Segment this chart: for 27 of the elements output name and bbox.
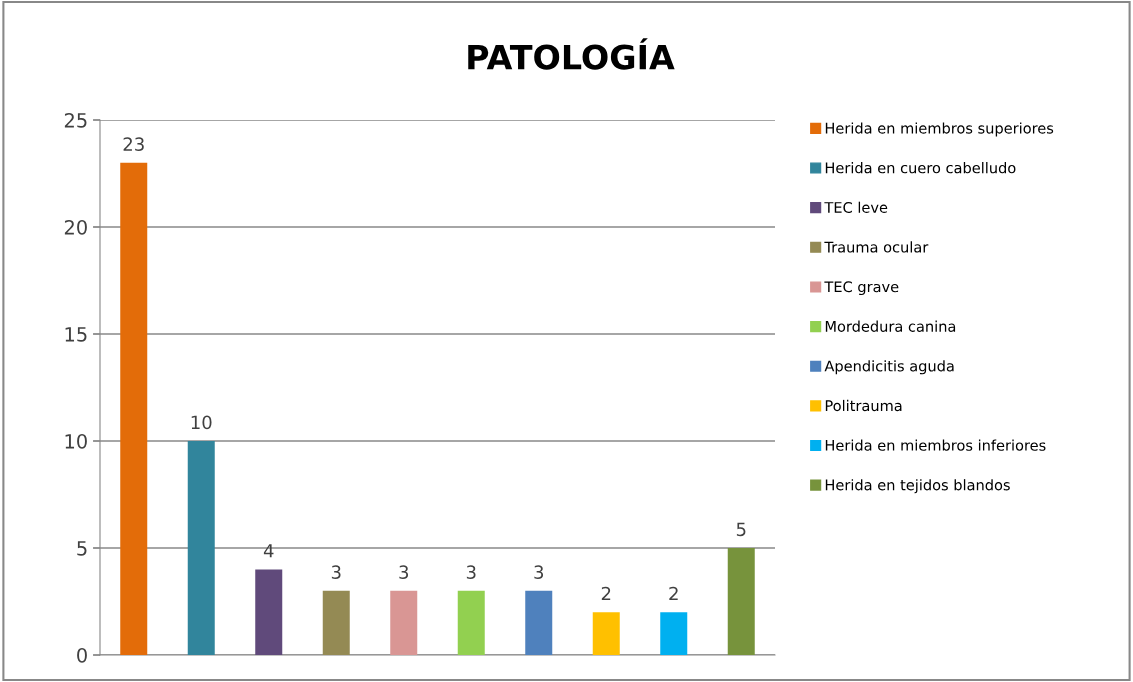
legend-label: Herida en miembros inferiores xyxy=(825,439,1046,451)
data-label: 4 xyxy=(263,544,274,558)
data-label: 3 xyxy=(331,565,341,579)
legend-label: TEC grave xyxy=(824,281,899,296)
legend-label: TEC leve xyxy=(824,201,888,213)
data-label: 5 xyxy=(736,522,746,537)
y-tick-label: 15 xyxy=(65,327,87,342)
legend-label: Politrauma xyxy=(825,399,902,412)
data-label: 2 xyxy=(669,586,678,601)
data-label: 2 xyxy=(601,586,611,601)
y-tick-label: 5 xyxy=(77,541,87,556)
data-label: 23 xyxy=(123,137,144,151)
y-tick-label: 20 xyxy=(64,219,87,235)
data-label: 10 xyxy=(191,415,212,430)
legend-label: Trauma ocular xyxy=(824,241,929,253)
legend-label: Herida en cuero cabelludo xyxy=(825,162,1016,174)
y-tick-label: 10 xyxy=(65,433,87,449)
legend-label: Herida en miembros superiores xyxy=(825,122,1054,137)
legend-label: Mordedura canina xyxy=(825,320,956,332)
legend-label: Apendicitis aguda xyxy=(824,360,954,375)
data-label: 3 xyxy=(466,565,476,579)
chart-title: PATOLOGÍA xyxy=(468,38,675,70)
y-tick-label: 0 xyxy=(77,647,87,663)
y-tick-label: 25 xyxy=(64,112,87,128)
data-label: 3 xyxy=(399,565,409,579)
legend-label: Herida en tejidos blandos xyxy=(825,479,1010,494)
data-label: 3 xyxy=(534,565,544,579)
